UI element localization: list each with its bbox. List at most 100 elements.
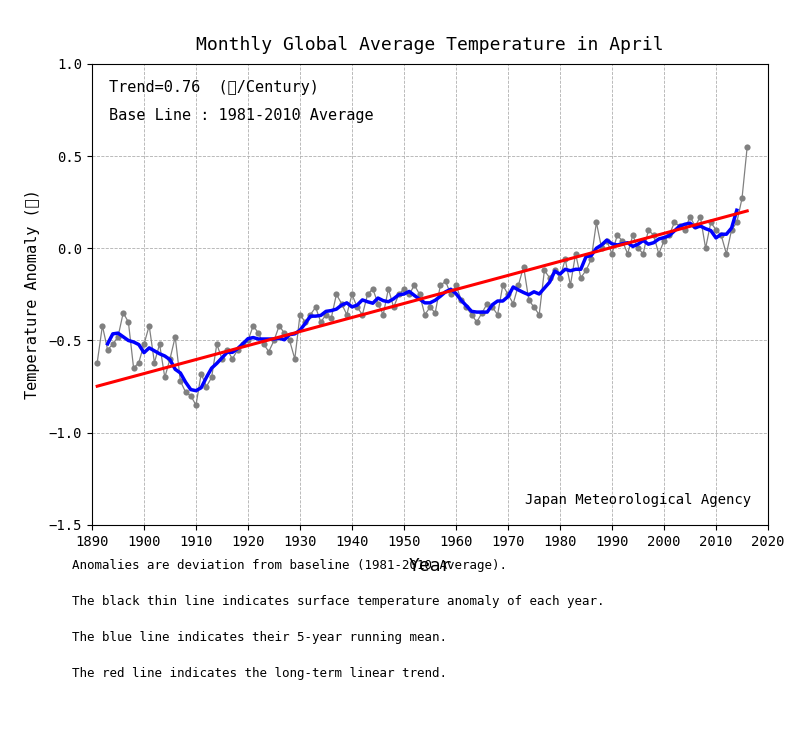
Point <box>533 309 546 321</box>
Point <box>200 380 213 393</box>
Y-axis label: Temperature Anomaly (℃): Temperature Anomaly (℃) <box>26 190 41 399</box>
Point <box>101 344 114 355</box>
Point <box>506 298 519 310</box>
Point <box>148 357 161 369</box>
Point <box>678 224 691 236</box>
Point <box>273 320 286 332</box>
Point <box>662 230 675 242</box>
Text: The red line indicates the long-term linear trend.: The red line indicates the long-term lin… <box>72 667 447 680</box>
Point <box>527 302 540 313</box>
Point <box>564 279 577 291</box>
Point <box>402 288 415 300</box>
Point <box>267 334 280 346</box>
Point <box>111 331 124 343</box>
Point <box>340 309 353 321</box>
Point <box>252 327 265 339</box>
Point <box>158 371 171 383</box>
Point <box>434 279 446 291</box>
Point <box>366 283 379 295</box>
Point <box>294 309 306 321</box>
Point <box>595 242 608 254</box>
Point <box>502 288 514 300</box>
Point <box>647 230 660 242</box>
Point <box>683 211 696 223</box>
Point <box>522 294 535 306</box>
Point <box>184 390 197 402</box>
Point <box>631 242 644 254</box>
Point <box>142 320 155 332</box>
Point <box>538 265 550 277</box>
Point <box>205 371 218 383</box>
Point <box>658 235 670 247</box>
Point <box>226 353 238 365</box>
Point <box>475 307 488 319</box>
Point <box>90 357 103 369</box>
Point <box>429 307 442 319</box>
Point <box>579 265 592 277</box>
Point <box>444 288 457 300</box>
Point <box>590 217 602 229</box>
Point <box>330 288 342 300</box>
Point <box>725 224 738 236</box>
Point <box>117 307 130 319</box>
Point <box>262 346 275 358</box>
Point <box>278 327 290 339</box>
Point <box>704 217 717 229</box>
Point <box>96 320 109 332</box>
Point <box>668 217 681 229</box>
Point <box>548 265 561 277</box>
Point <box>741 141 754 153</box>
Point <box>127 362 140 374</box>
Point <box>558 254 571 266</box>
Point <box>309 302 322 313</box>
Point <box>710 224 722 236</box>
Point <box>257 338 270 350</box>
Point <box>346 288 358 300</box>
Point <box>304 309 317 321</box>
Point <box>512 279 525 291</box>
Point <box>465 309 478 321</box>
Point <box>714 230 727 242</box>
Point <box>491 309 504 321</box>
Point <box>460 302 473 313</box>
Point <box>626 230 639 242</box>
Point <box>610 230 623 242</box>
Point <box>382 283 394 295</box>
Point <box>408 279 421 291</box>
Text: The blue line indicates their 5-year running mean.: The blue line indicates their 5-year run… <box>72 631 447 644</box>
Point <box>138 338 150 350</box>
Point <box>325 312 338 324</box>
Point <box>517 261 530 273</box>
Point <box>642 224 654 236</box>
Text: The black thin line indicates surface temperature anomaly of each year.: The black thin line indicates surface te… <box>72 595 605 608</box>
Point <box>319 309 332 321</box>
Point <box>652 248 665 259</box>
Point <box>606 248 618 259</box>
Point <box>371 298 384 310</box>
Point <box>231 344 244 355</box>
Point <box>481 298 494 310</box>
Title: Monthly Global Average Temperature in April: Monthly Global Average Temperature in Ap… <box>196 36 664 54</box>
Point <box>190 399 202 411</box>
Point <box>246 320 259 332</box>
Point <box>423 302 436 313</box>
Text: Japan Meteorological Agency: Japan Meteorological Agency <box>525 493 751 506</box>
Point <box>153 338 166 350</box>
Point <box>699 242 712 254</box>
Point <box>163 353 176 365</box>
Point <box>314 316 327 328</box>
Point <box>470 316 483 328</box>
Point <box>387 302 400 313</box>
Text: Base Line : 1981-2010 Average: Base Line : 1981-2010 Average <box>109 107 374 122</box>
Text: Anomalies are deviation from baseline (1981-2010 Average).: Anomalies are deviation from baseline (1… <box>72 559 507 572</box>
Text: Trend=0.76  (℃/Century): Trend=0.76 (℃/Century) <box>109 80 318 95</box>
Point <box>554 272 566 284</box>
Point <box>574 272 587 284</box>
Point <box>356 309 369 321</box>
Point <box>283 334 296 346</box>
Point <box>637 248 650 259</box>
Point <box>179 386 192 398</box>
Point <box>720 248 733 259</box>
Point <box>600 235 613 247</box>
Point <box>221 344 234 355</box>
